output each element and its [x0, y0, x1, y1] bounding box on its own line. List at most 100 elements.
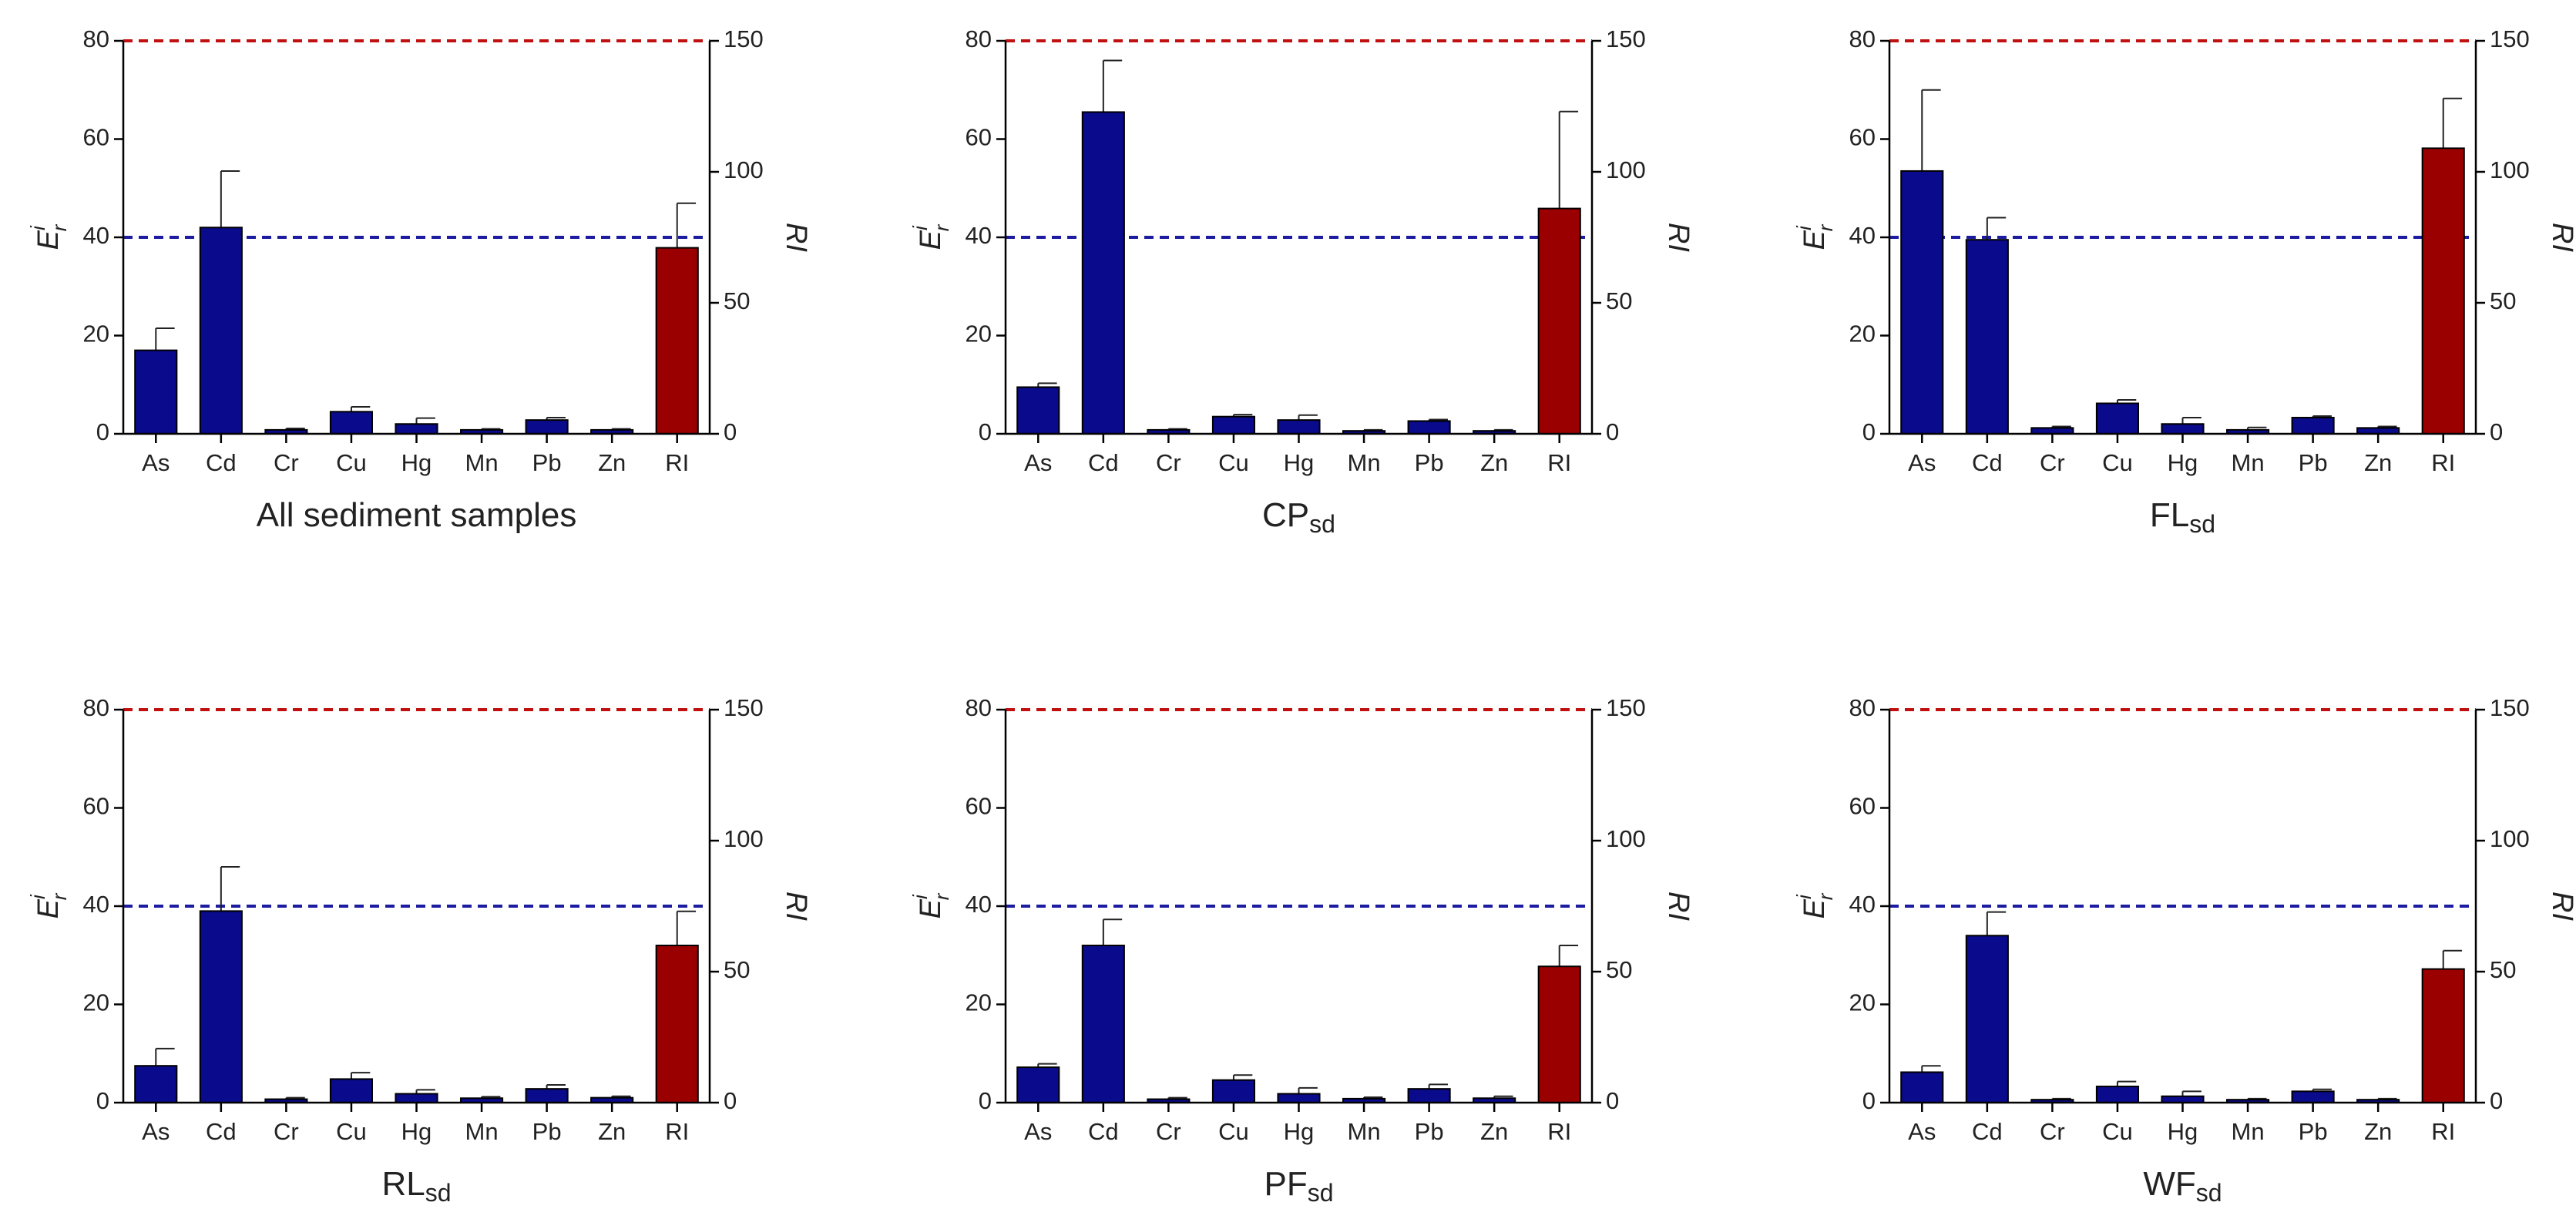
y-tick-label: 80 [83, 694, 109, 721]
y2-tick-label: 0 [2490, 1087, 2503, 1114]
y2-tick-label: 150 [724, 25, 764, 52]
title-main: CP [1262, 496, 1309, 534]
title-sub: sd [1309, 510, 1335, 538]
y-tick-label: 40 [1849, 891, 1876, 918]
y-tick-label: 40 [83, 222, 109, 249]
bar [2291, 416, 2335, 435]
y-tick-label: 80 [966, 694, 992, 721]
y-tick-label: 40 [1849, 222, 1876, 249]
bar [1537, 207, 1581, 435]
y-label-base: E [915, 230, 947, 250]
y-tick-label: 20 [83, 321, 109, 348]
title-main: All sediment samples [257, 496, 577, 534]
y2-axis-label: RI [2546, 892, 2576, 921]
y2-tick-label: 150 [2490, 694, 2530, 721]
x-tick-label: Hg [2168, 449, 2198, 476]
bar [2421, 968, 2465, 1103]
y2-tick-label: 50 [1606, 956, 1632, 983]
x-tick-label: Cr [2040, 449, 2065, 476]
y-tick-label: 0 [979, 418, 992, 445]
y-tick-label: 60 [83, 793, 109, 820]
title-main: WF [2143, 1165, 2195, 1203]
y2-tick-label: 50 [2490, 956, 2516, 983]
bar [655, 945, 699, 1103]
chart-title: WFsd [2143, 1165, 2222, 1207]
x-tick-label: Cd [1088, 449, 1119, 476]
y2-tick-label: 50 [724, 956, 750, 983]
x-tick-label: Pb [2299, 449, 2328, 476]
x-tick-label: Mn [465, 1118, 499, 1145]
y-tick-label: 40 [83, 891, 109, 918]
y-tick-label: 40 [966, 222, 992, 249]
title-sub: sd [2189, 510, 2215, 538]
y2-tick-label: 50 [1606, 287, 1632, 314]
y-tick-label: 80 [1849, 25, 1876, 52]
bar [2095, 402, 2140, 435]
x-tick-label: As [142, 1118, 170, 1145]
y2-axis-label: RI [1662, 223, 1694, 252]
title-sub: sd [425, 1179, 452, 1207]
y-label-sup: i [1792, 225, 1815, 230]
x-tick-label: Pb [532, 1118, 562, 1145]
y-axis-label: Eir [26, 892, 71, 918]
y-label-sub: r [930, 223, 953, 231]
y-label-sup: i [1792, 894, 1815, 899]
y2-tick-label: 100 [724, 156, 764, 183]
x-tick-label: Cr [2040, 1118, 2065, 1145]
y-label-sup: i [26, 225, 49, 230]
y-tick-label: 20 [1849, 321, 1876, 348]
y2-tick-label: 0 [1606, 1087, 1619, 1114]
chart-title: All sediment samples [257, 496, 577, 534]
bar [655, 247, 699, 435]
x-tick-label: Mn [465, 449, 499, 476]
y-label-sub: r [1814, 223, 1837, 231]
y-tick-label: 60 [966, 793, 992, 820]
y-tick-label: 20 [1849, 989, 1876, 1016]
y2-tick-label: 150 [1606, 25, 1646, 52]
x-tick-label: Pb [2299, 1118, 2328, 1145]
x-tick-label: Mn [2232, 1118, 2265, 1145]
bar [1965, 935, 2009, 1103]
y-tick-label: 80 [1849, 694, 1876, 721]
bar [1211, 1079, 1256, 1104]
y2-tick-label: 50 [2490, 287, 2516, 314]
y-tick-label: 60 [1849, 793, 1876, 820]
x-tick-label: Mn [1348, 1118, 1381, 1145]
y2-tick-label: 0 [2490, 418, 2503, 445]
x-tick-label: Cu [2102, 1118, 2133, 1145]
y-tick-label: 0 [96, 1087, 109, 1114]
x-tick-label: Cd [1972, 1118, 2003, 1145]
y2-tick-label: 150 [2490, 25, 2530, 52]
y-tick-label: 60 [1849, 124, 1876, 151]
y-label-sup: i [908, 894, 932, 899]
y-label-base: E [915, 898, 947, 918]
chart-title: FLsd [2150, 496, 2215, 539]
y-tick-label: 80 [966, 25, 992, 52]
y2-tick-label: 0 [724, 1087, 737, 1114]
y-label-sub: r [1814, 892, 1837, 900]
x-tick-label: Cr [1156, 449, 1181, 476]
bar [1407, 1088, 1451, 1104]
bar [1081, 111, 1125, 435]
bar [134, 1065, 178, 1103]
y2-tick-label: 150 [724, 694, 764, 721]
y-label-base: E [1798, 898, 1831, 918]
y2-axis-label: RI [2546, 223, 2576, 252]
y-label-sub: r [48, 892, 71, 900]
x-tick-label: Pb [1415, 1118, 1444, 1145]
bar [1900, 170, 1944, 435]
y2-axis-label: RI [780, 892, 812, 921]
x-tick-label: As [1024, 449, 1052, 476]
y-axis-label: Eir [1792, 892, 1837, 918]
chart-title: RLsd [381, 1165, 451, 1207]
x-tick-label: RI [2431, 449, 2455, 476]
bar [199, 910, 243, 1103]
x-tick-label: Cu [2102, 449, 2133, 476]
x-tick-label: Cr [274, 1118, 299, 1145]
y-tick-label: 0 [1862, 418, 1876, 445]
title-main: FL [2150, 496, 2189, 534]
y-label-base: E [1798, 230, 1831, 250]
y2-tick-label: 100 [724, 825, 764, 852]
x-tick-label: As [1908, 1118, 1936, 1145]
